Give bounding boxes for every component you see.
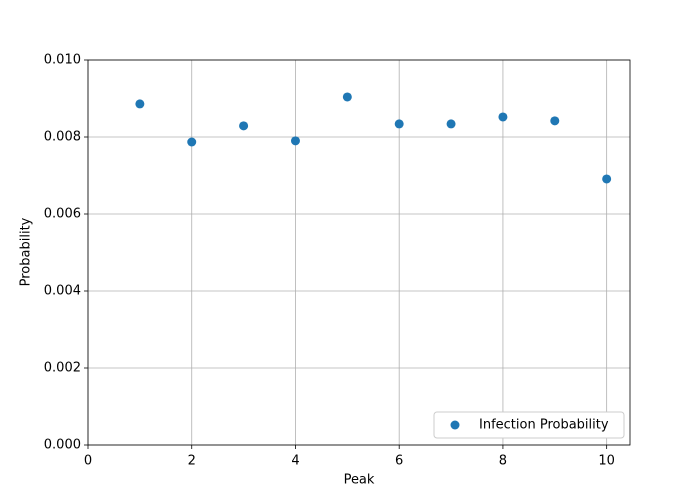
y-axis-label: Probability [19, 217, 34, 286]
x-tick-label: 2 [188, 454, 196, 469]
plot-frame [87, 59, 631, 446]
y-tick-label: 0.006 [44, 207, 81, 222]
point [394, 119, 404, 129]
x-tick-label: 4 [291, 454, 299, 469]
y-tick-label: 0.004 [44, 284, 81, 299]
y-tick-label: 0.002 [44, 361, 81, 376]
y-tick-label: 0.000 [44, 438, 81, 453]
x-tick-label: 8 [499, 454, 507, 469]
x-axis-label: Peak [344, 473, 375, 488]
y-tick-label: 0.010 [44, 53, 81, 68]
point [135, 99, 145, 109]
point [239, 121, 249, 131]
y-tick-label: 0.008 [44, 130, 81, 145]
point [602, 174, 612, 184]
point [187, 137, 197, 147]
legend-label: Infection Probability [479, 418, 609, 433]
point [342, 92, 352, 102]
point [550, 116, 560, 126]
point [498, 112, 508, 122]
x-tick-label: 0 [84, 454, 92, 469]
point [446, 119, 456, 129]
legend-marker [450, 420, 460, 430]
point [290, 136, 300, 146]
x-tick-label: 6 [395, 454, 403, 469]
x-tick-label: 10 [598, 454, 615, 469]
legend-box [433, 411, 625, 439]
